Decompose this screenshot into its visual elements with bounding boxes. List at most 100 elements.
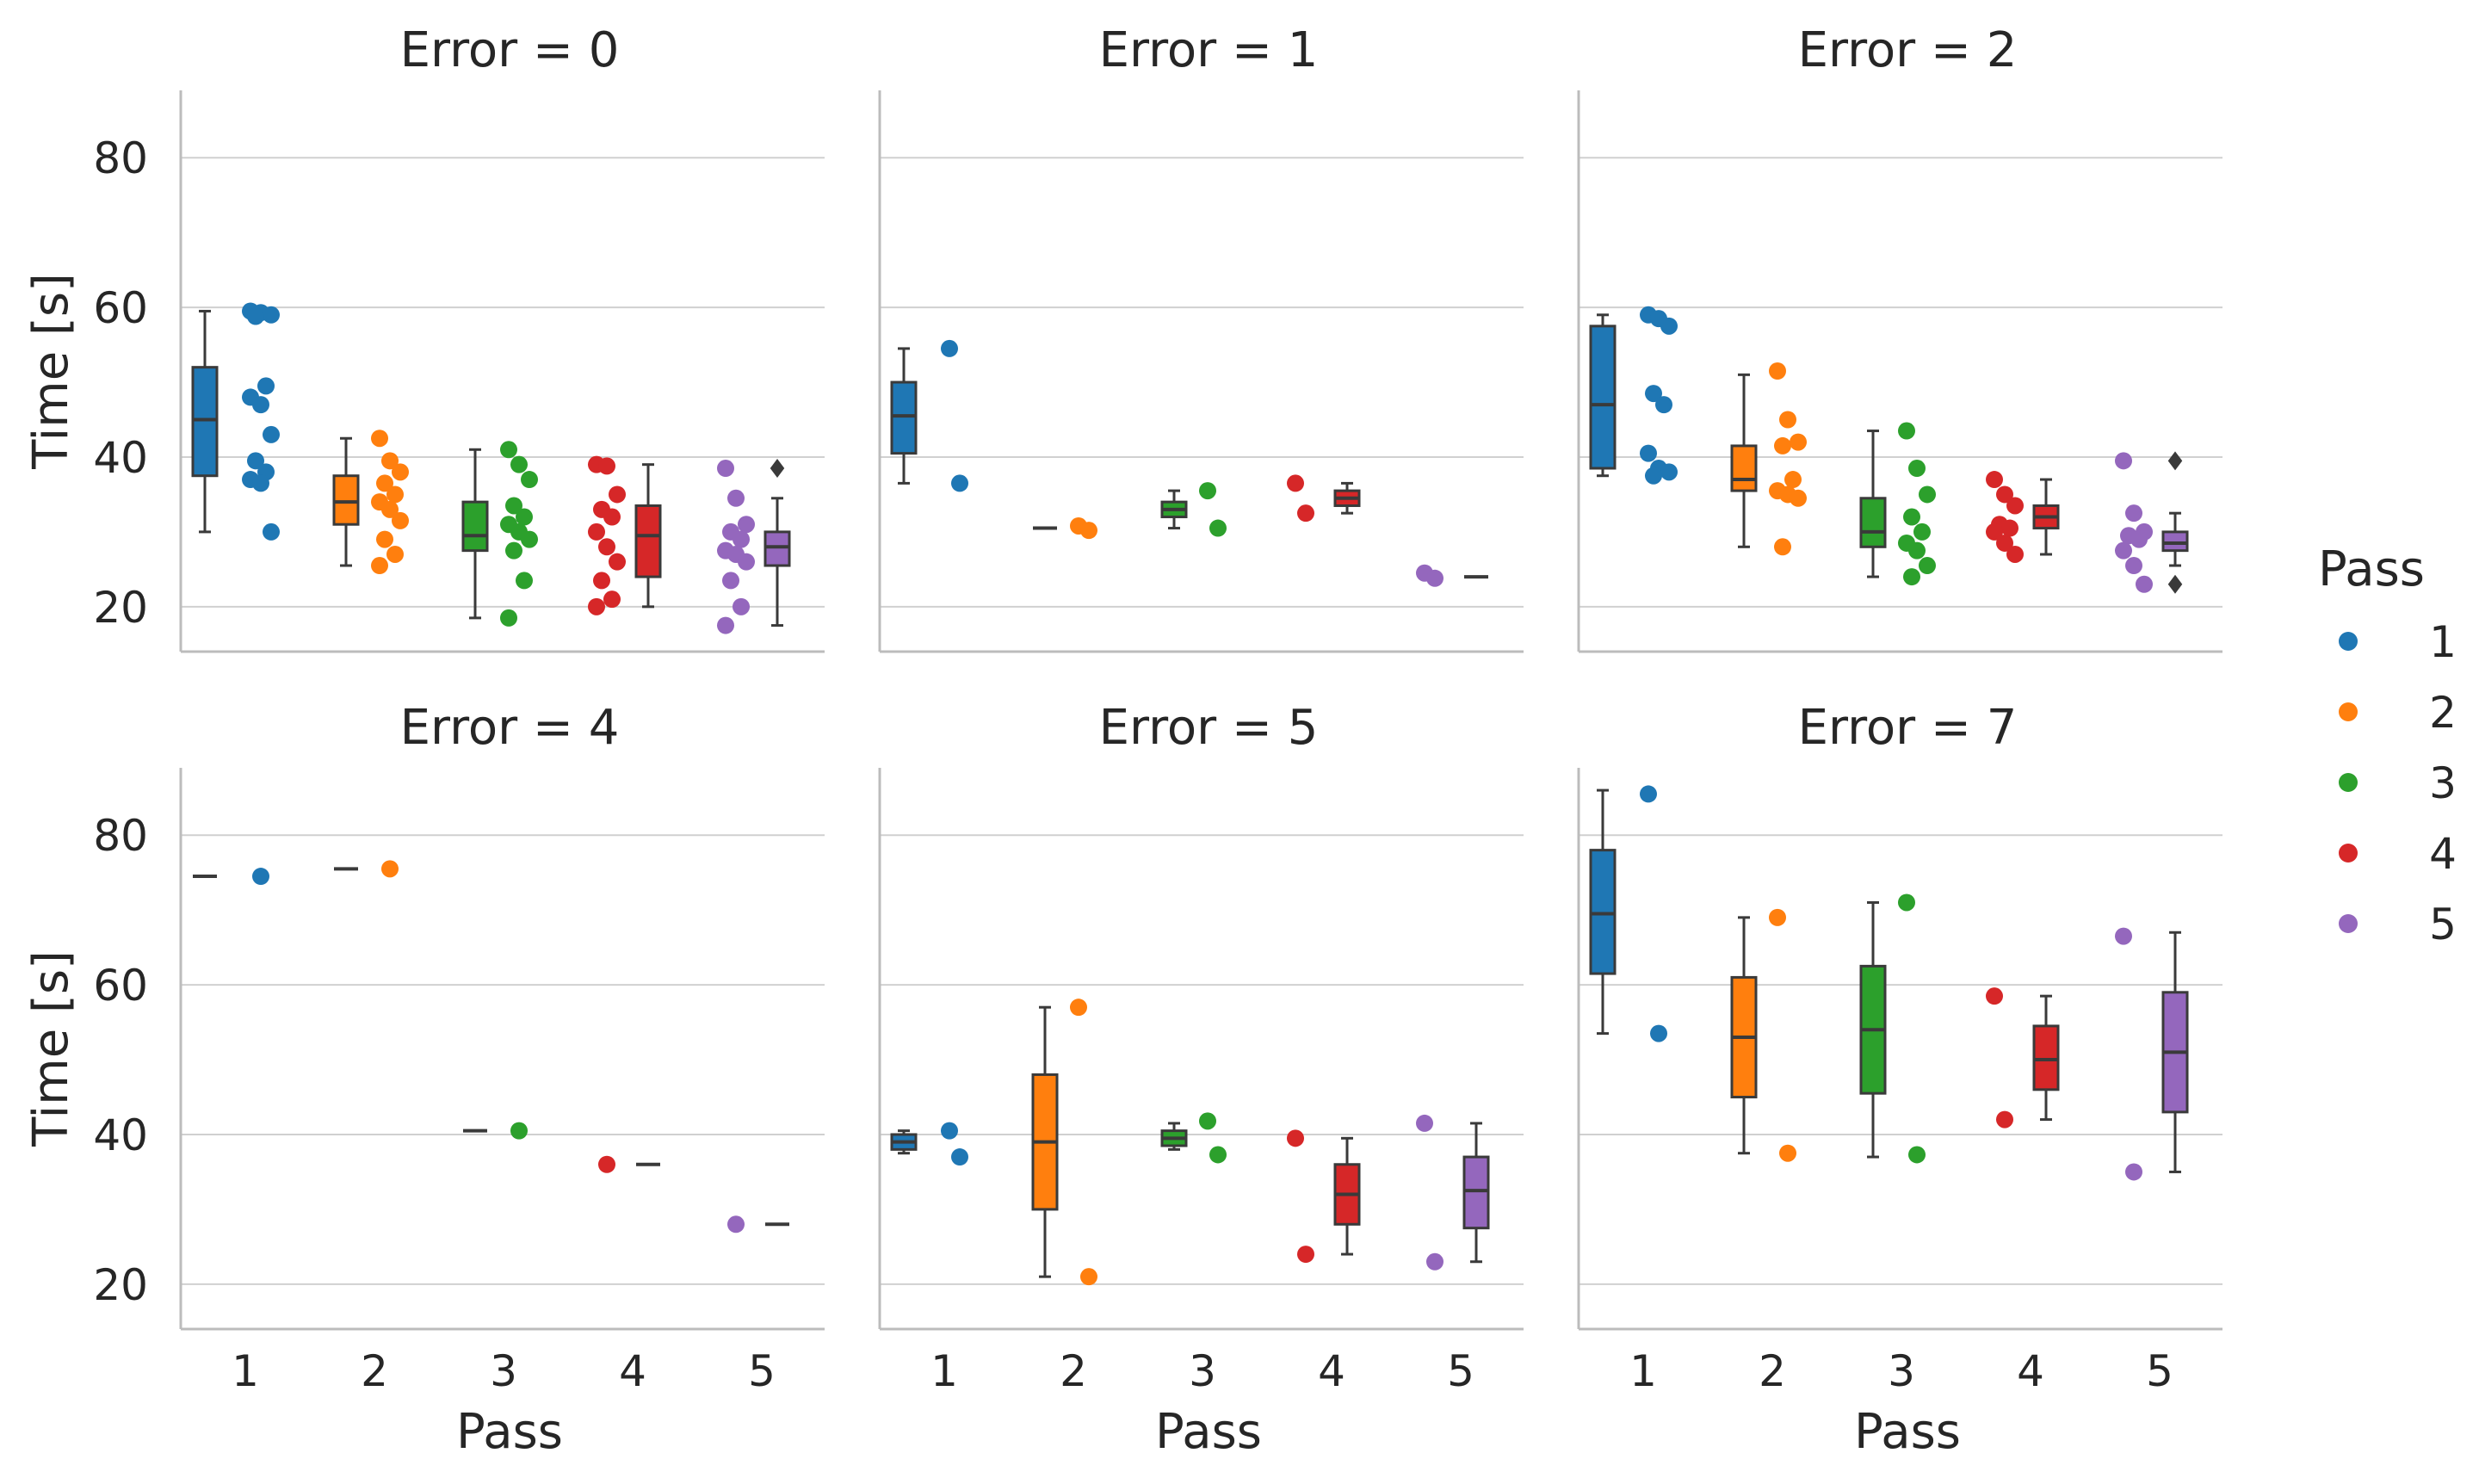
data-point-pass-3 xyxy=(1908,460,1926,478)
data-point-pass-5 xyxy=(2125,504,2142,522)
data-point-pass-5 xyxy=(1426,1252,1444,1271)
data-point-pass-3 xyxy=(510,455,528,473)
box-pass-1 xyxy=(1589,313,1617,478)
box-iqr xyxy=(2032,1024,2060,1091)
data-point-pass-3 xyxy=(1913,522,1931,541)
legend-marker-pass-5 xyxy=(2339,914,2358,933)
y-tick-label: 80 xyxy=(93,811,148,861)
data-point-pass-4 xyxy=(1986,522,2003,541)
y-tick-label: 40 xyxy=(93,433,148,483)
x-tick-label: 2 xyxy=(1759,1346,1786,1396)
data-point-pass-2 xyxy=(1784,471,1802,489)
data-point-pass-4 xyxy=(603,591,621,609)
data-point-pass-1 xyxy=(1660,317,1678,335)
data-point-pass-3 xyxy=(1898,893,1915,912)
box-pass-2 xyxy=(1730,916,1758,1155)
data-point-pass-2 xyxy=(1790,489,1807,507)
legend-label: 4 xyxy=(2429,829,2457,879)
data-point-pass-3 xyxy=(1199,482,1216,500)
x-axis-label: Pass xyxy=(456,1404,563,1460)
box-pass-2 xyxy=(1031,1005,1059,1278)
data-point-pass-5 xyxy=(727,489,745,507)
data-point-pass-1 xyxy=(1645,467,1662,485)
data-point-pass-3 xyxy=(1908,1146,1926,1164)
x-tick-label: 4 xyxy=(619,1346,646,1396)
legend-marker-pass-3 xyxy=(2339,773,2358,792)
legend-title: Pass xyxy=(2318,541,2425,597)
data-point-pass-3 xyxy=(500,609,517,627)
y-tick-label: 60 xyxy=(93,961,148,1011)
y-axis-label: Time [s] xyxy=(23,273,79,470)
data-point-pass-2 xyxy=(1080,1268,1097,1286)
x-axis-label: Pass xyxy=(1854,1404,1961,1460)
data-point-pass-3 xyxy=(1209,519,1227,537)
data-point-pass-4 xyxy=(1287,474,1304,492)
panel-error-0: Error = 0 20 40 60 80 Time [s] xyxy=(23,22,825,653)
data-point-pass-4 xyxy=(1986,987,2003,1005)
data-point-pass-4 xyxy=(2001,519,2018,537)
data-point-pass-3 xyxy=(500,441,517,459)
data-point-pass-1 xyxy=(252,474,269,492)
x-tick-label: 4 xyxy=(1318,1346,1345,1396)
data-point-pass-2 xyxy=(386,545,404,563)
outlier-marker xyxy=(2167,574,2183,594)
data-point-pass-3 xyxy=(1908,541,1926,560)
data-point-pass-4 xyxy=(598,1155,615,1173)
data-point-pass-5 xyxy=(722,572,739,590)
box-pass-5 xyxy=(2161,451,2189,594)
x-tick-label: 3 xyxy=(1888,1346,1915,1396)
data-point-pass-1 xyxy=(1640,785,1657,803)
data-point-pass-4 xyxy=(593,572,610,590)
data-point-pass-2 xyxy=(371,430,388,448)
data-point-pass-2 xyxy=(376,530,393,548)
data-point-pass-3 xyxy=(1903,568,1920,586)
box-pass-5 xyxy=(2161,931,2189,1173)
data-point-pass-3 xyxy=(1919,557,1936,575)
legend-label: 2 xyxy=(2429,688,2457,738)
box-iqr xyxy=(763,530,791,567)
panel-error-5: Error = 5 1 2 3 4 5 Pass xyxy=(878,700,1524,1460)
data-point-pass-1 xyxy=(252,868,269,886)
data-point-pass-5 xyxy=(2125,557,2142,575)
box-pass-4 xyxy=(1333,1136,1361,1256)
x-tick-label: 2 xyxy=(361,1346,388,1396)
data-point-pass-2 xyxy=(1774,538,1791,556)
panel-title: Error = 7 xyxy=(1798,700,2018,756)
data-point-pass-4 xyxy=(609,553,626,571)
data-point-pass-4 xyxy=(1986,471,2003,489)
box-iqr xyxy=(1859,497,1887,548)
data-point-pass-2 xyxy=(392,463,409,481)
data-point-pass-3 xyxy=(1919,485,1936,504)
x-tick-label: 1 xyxy=(232,1346,259,1396)
panel-title: Error = 4 xyxy=(400,700,620,756)
data-point-pass-4 xyxy=(1996,485,2013,504)
data-point-pass-5 xyxy=(733,530,750,548)
box-pass-3 xyxy=(1859,430,1887,578)
box-iqr xyxy=(332,474,360,526)
data-point-pass-5 xyxy=(2136,575,2153,593)
data-point-pass-1 xyxy=(1650,1024,1667,1042)
panel-title: Error = 5 xyxy=(1099,700,1319,756)
panel-error-1: Error = 1 xyxy=(878,22,1524,653)
panel-error-7: Error = 7 1 2 3 4 5 Pass xyxy=(1577,700,2222,1460)
y-tick-label: 20 xyxy=(93,583,148,633)
data-point-pass-1 xyxy=(247,307,264,325)
data-point-pass-1 xyxy=(263,522,280,541)
data-point-pass-4 xyxy=(1996,1110,2013,1128)
data-point-pass-1 xyxy=(263,306,280,324)
data-point-pass-1 xyxy=(1660,463,1678,481)
legend-marker-pass-1 xyxy=(2339,632,2358,651)
y-tick-label: 60 xyxy=(93,283,148,333)
data-point-pass-5 xyxy=(738,553,755,571)
x-tick-label: 3 xyxy=(1189,1346,1216,1396)
box-iqr xyxy=(1462,1155,1490,1230)
data-point-pass-2 xyxy=(1080,522,1097,540)
data-point-pass-3 xyxy=(505,541,522,560)
x-tick-label: 1 xyxy=(1629,1346,1657,1396)
data-point-pass-2 xyxy=(1070,999,1087,1017)
data-point-pass-3 xyxy=(516,508,533,526)
data-point-pass-4 xyxy=(588,522,605,541)
data-point-pass-4 xyxy=(598,538,615,556)
data-point-pass-4 xyxy=(2006,497,2024,515)
